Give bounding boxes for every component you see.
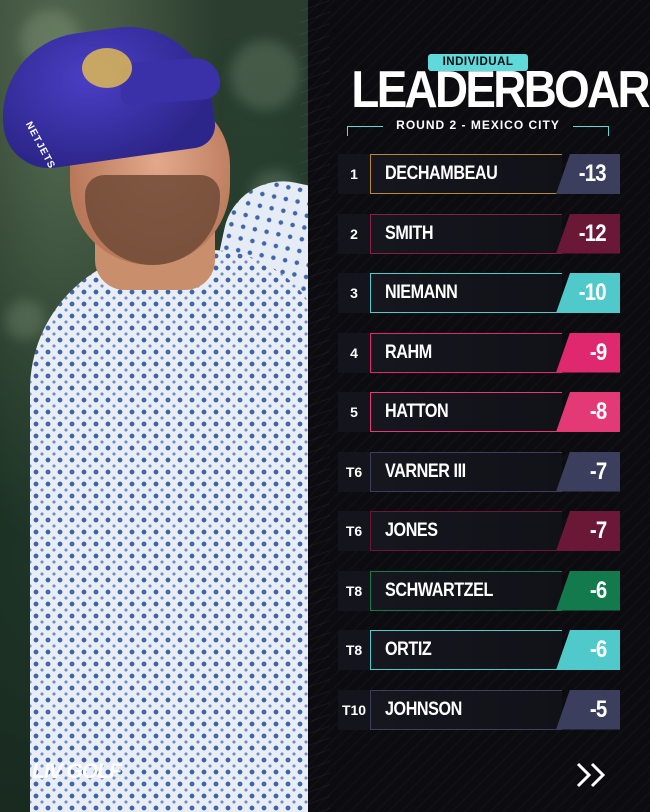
leaderboard-row: 1 DECHAMBEAU -13 xyxy=(338,154,620,194)
rank-cell: 2 xyxy=(338,213,370,254)
rank-cell: 1 xyxy=(338,154,370,194)
leaderboard-row: T8 SCHWARTZEL -6 xyxy=(338,570,620,611)
player-name: ORTIZ xyxy=(385,639,432,660)
leaderboard-row: T6 VARNER III -7 xyxy=(338,451,620,492)
score-value: -13 xyxy=(579,160,607,187)
rank-cell: T8 xyxy=(338,570,370,611)
leaderboard-row: T10 JOHNSON -5 xyxy=(338,689,620,730)
score-value: -12 xyxy=(579,219,607,247)
score-cell: -12 xyxy=(556,213,620,254)
score-value: -5 xyxy=(589,695,607,723)
score-cell: -6 xyxy=(556,630,620,670)
player-name: HATTON xyxy=(385,401,449,422)
player-name-cell: RAHM xyxy=(370,332,562,373)
rank-cell: T6 xyxy=(338,451,370,492)
player-name: JOHNSON xyxy=(385,698,462,720)
player-name-cell: ORTIZ xyxy=(370,630,562,670)
player-name: DECHAMBEAU xyxy=(385,163,498,184)
player-name: RAHM xyxy=(385,341,432,363)
player-name: SMITH xyxy=(385,222,434,244)
score-value: -6 xyxy=(589,636,607,663)
score-value: -7 xyxy=(589,457,607,485)
score-cell: -9 xyxy=(556,332,620,373)
player-name-cell: JOHNSON xyxy=(370,689,562,730)
rank-cell: 5 xyxy=(338,392,370,432)
leaderboard-row: 3 NIEMANN -10 xyxy=(338,273,620,313)
player-name: NIEMANN xyxy=(385,282,458,303)
liv-golf-logo: LIV GOLF xyxy=(32,760,122,783)
player-name-cell: HATTON xyxy=(370,392,562,432)
score-cell: -13 xyxy=(556,154,620,194)
leaderboard-list: 1 DECHAMBEAU -13 2 SMITH -12 3 NIEMANN -10 4 RAHM -… xyxy=(338,154,620,749)
score-value: -9 xyxy=(589,338,607,366)
player-name-cell: NIEMANN xyxy=(370,273,562,313)
player-name-cell: SMITH xyxy=(370,213,562,254)
score-cell: -8 xyxy=(556,392,620,432)
page-title: LEADERBOARD xyxy=(351,61,650,119)
leaderboard-row: T6 JONES -7 xyxy=(338,511,620,551)
player-name: SCHWARTZEL xyxy=(385,579,493,601)
score-cell: -6 xyxy=(556,570,620,611)
leaderboard-row: 5 HATTON -8 xyxy=(338,392,620,432)
player-name-cell: SCHWARTZEL xyxy=(370,570,562,611)
leaderboard-row: 2 SMITH -12 xyxy=(338,213,620,254)
cap-logo-icon xyxy=(82,48,132,88)
subtitle-frame: ROUND 2 - MEXICO CITY xyxy=(347,116,609,138)
rank-cell: T8 xyxy=(338,630,370,670)
rank-cell: T6 xyxy=(338,511,370,551)
score-cell: -5 xyxy=(556,689,620,730)
score-value: -10 xyxy=(579,279,607,306)
player-name: VARNER III xyxy=(385,460,466,482)
score-value: -8 xyxy=(589,398,607,425)
score-cell: -10 xyxy=(556,273,620,313)
score-value: -6 xyxy=(589,576,607,604)
player-name-cell: VARNER III xyxy=(370,451,562,492)
player-name-cell: JONES xyxy=(370,511,562,551)
rank-cell: 4 xyxy=(338,332,370,373)
rank-cell: 3 xyxy=(338,273,370,313)
leaderboard-row: 4 RAHM -9 xyxy=(338,332,620,373)
round-subtitle: ROUND 2 - MEXICO CITY xyxy=(396,118,560,132)
score-cell: -7 xyxy=(556,511,620,551)
rank-cell: T10 xyxy=(338,689,370,730)
leaderboard-row: T8 ORTIZ -6 xyxy=(338,630,620,670)
player-name-cell: DECHAMBEAU xyxy=(370,154,562,194)
individual-badge: INDIVIDUAL xyxy=(428,54,528,71)
player-photo: NETJETS xyxy=(0,0,310,812)
score-value: -7 xyxy=(589,517,607,544)
double-chevron-right-icon[interactable] xyxy=(574,760,610,790)
score-cell: -7 xyxy=(556,451,620,492)
player-name: JONES xyxy=(385,520,438,541)
